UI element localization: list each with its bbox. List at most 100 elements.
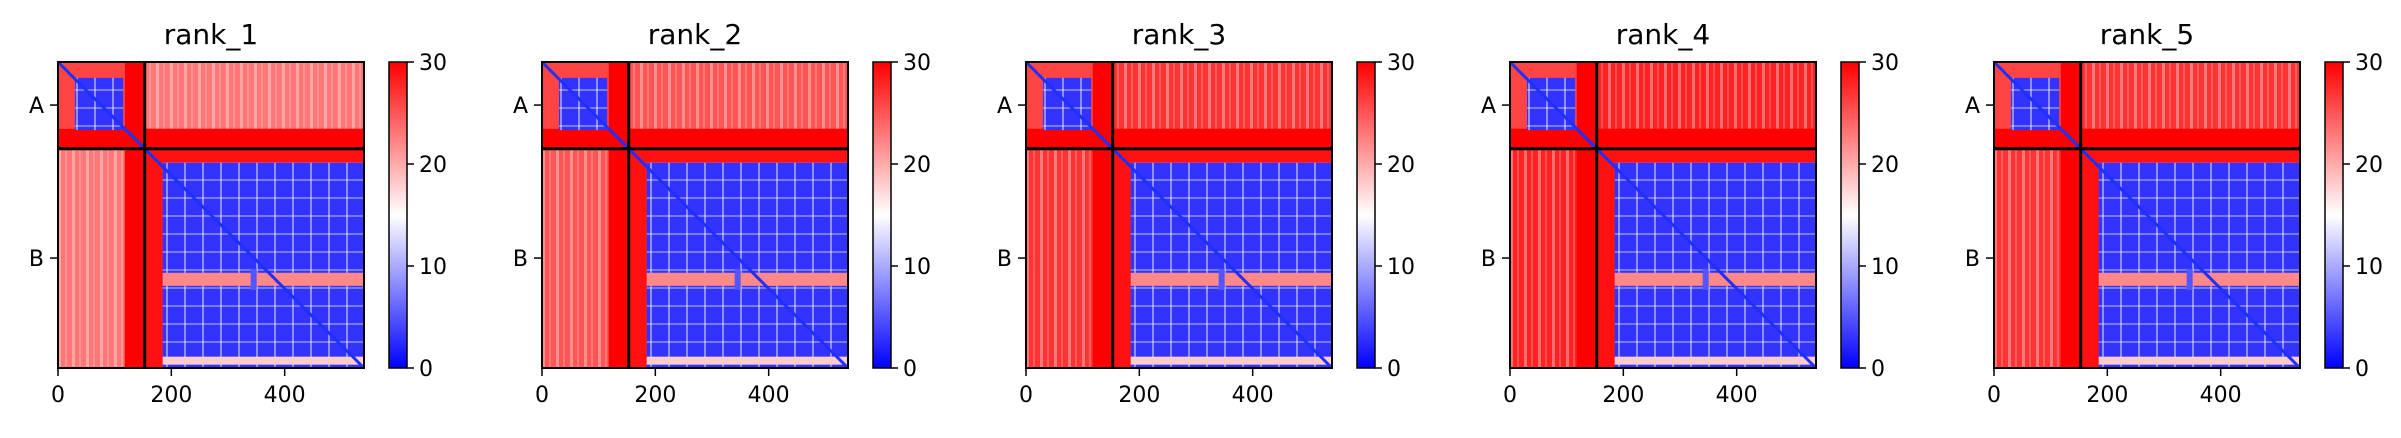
- diagonal: [540, 60, 850, 370]
- heatmap-band: [1026, 128, 1332, 149]
- heatmap-band: [1510, 128, 1816, 149]
- colorbar: [388, 61, 408, 369]
- y-tick-label: A: [997, 94, 1012, 119]
- diagonal: [1992, 60, 2302, 370]
- y-tick-label: A: [1965, 94, 1980, 119]
- heatmap-band: [1994, 128, 2300, 149]
- heatmap-band: [1596, 148, 1615, 368]
- heatmap-band: [542, 128, 848, 149]
- chain-b-stripe-gap: [250, 268, 257, 290]
- colorbar: [1356, 61, 1376, 369]
- x-tick-label: 400: [264, 383, 306, 408]
- axes-frame: [57, 61, 365, 369]
- colorbar-tick-label: 30: [1387, 51, 1415, 76]
- colorbar-tick-label: 30: [2355, 51, 2383, 76]
- y-tick-label: A: [513, 94, 528, 119]
- panel-title: rank_4: [1616, 18, 1710, 51]
- x-tick-label: 400: [748, 383, 790, 408]
- heatmap-band: [58, 128, 364, 149]
- panel-title: rank_2: [648, 18, 742, 51]
- colorbar-tick-label: 0: [1871, 357, 1885, 382]
- chain-b-red-stripe: [646, 272, 848, 286]
- y-tick-label: B: [513, 247, 528, 272]
- axes-frame: [1509, 61, 1817, 369]
- heatmap: [1508, 60, 1818, 370]
- panel-title: rank_5: [2100, 18, 2194, 51]
- chain-b-stripe-gap: [734, 268, 741, 290]
- colorbar-tick-label: 20: [2355, 153, 2383, 178]
- panel-5: rank_5 A B 0 200 400 0 10 20 30: [1965, 18, 2383, 408]
- panel-1: rank_1 A B 0 200 400 0 10 20 30: [29, 18, 447, 408]
- panel-2: rank_2 A B 0 200 400 0 10 20 30: [513, 18, 931, 408]
- axes-frame: [1025, 61, 1333, 369]
- chain-b-red-stripe: [2098, 272, 2300, 286]
- panel-4: rank_4 A B 0 200 400 0 10 20 30: [1481, 18, 1899, 408]
- x-tick-label: 0: [1987, 383, 2001, 408]
- y-tick-label: A: [1481, 94, 1496, 119]
- x-tick-label: 200: [2086, 383, 2128, 408]
- y-tick-label: B: [1481, 247, 1496, 272]
- heatmap-band: [2080, 148, 2300, 163]
- chain-b-red-stripe: [1614, 272, 1816, 286]
- y-tick-label: A: [29, 94, 44, 119]
- x-tick-label: 0: [51, 383, 65, 408]
- colorbar: [872, 61, 892, 369]
- heatmap: [540, 60, 850, 370]
- diagonal: [1024, 60, 1334, 370]
- colorbar-tick-label: 10: [1871, 255, 1899, 280]
- x-tick-label: 200: [1118, 383, 1160, 408]
- chain-b-stripe-gap: [2186, 268, 2193, 290]
- colorbar-tick-label: 0: [2355, 357, 2369, 382]
- diagonal: [56, 60, 366, 370]
- x-tick-label: 200: [1602, 383, 1644, 408]
- heatmap-band: [124, 62, 145, 368]
- x-tick-label: 0: [1019, 383, 1033, 408]
- colorbar-tick-label: 10: [903, 255, 931, 280]
- colorbar-tick-label: 10: [419, 255, 447, 280]
- colorbar-tick-label: 10: [2355, 255, 2383, 280]
- panel-title: rank_1: [164, 18, 258, 51]
- colorbar-tick-label: 0: [903, 357, 917, 382]
- chain-b-red-stripe: [1130, 272, 1332, 286]
- x-tick-label: 200: [150, 383, 192, 408]
- x-tick-label: 400: [1232, 383, 1274, 408]
- chain-b-bottom-edge: [162, 356, 364, 365]
- heatmap-band: [608, 62, 629, 368]
- chain-b-bottom-edge: [1130, 356, 1332, 365]
- heatmap: [1992, 60, 2302, 370]
- heatmap-band: [628, 148, 848, 163]
- heatmap-band: [144, 148, 364, 163]
- chain-b-red-stripe: [162, 272, 364, 286]
- x-tick-label: 0: [1503, 383, 1517, 408]
- x-tick-label: 400: [2200, 383, 2242, 408]
- chain-b-bottom-edge: [2098, 356, 2300, 365]
- heatmap-band: [2080, 148, 2099, 368]
- chain-b-bottom-edge: [1614, 356, 1816, 365]
- heatmap-band: [1092, 62, 1113, 368]
- x-tick-label: 200: [634, 383, 676, 408]
- colorbar-tick-label: 20: [903, 153, 931, 178]
- y-tick-label: B: [1965, 247, 1980, 272]
- panel-3: rank_3 A B 0 200 400 0 10 20 30: [997, 18, 1415, 408]
- chain-b-bottom-edge: [646, 356, 848, 365]
- chain-b-stripe-gap: [1702, 268, 1709, 290]
- colorbar-tick-label: 0: [1387, 357, 1401, 382]
- diagonal: [1508, 60, 1818, 370]
- axes-frame: [1993, 61, 2301, 369]
- colorbar-tick-label: 30: [903, 51, 931, 76]
- colorbar-tick-label: 0: [419, 357, 433, 382]
- axes-frame: [541, 61, 849, 369]
- heatmap-band: [1112, 148, 1332, 163]
- colorbar-tick-label: 20: [1871, 153, 1899, 178]
- heatmap-band: [1576, 62, 1597, 368]
- heatmap-band: [144, 148, 163, 368]
- colorbar-tick-label: 30: [1871, 51, 1899, 76]
- heatmap-band: [2060, 62, 2081, 368]
- x-tick-label: 0: [535, 383, 549, 408]
- heatmap: [1024, 60, 1334, 370]
- colorbar-tick-label: 20: [1387, 153, 1415, 178]
- colorbar: [1840, 61, 1860, 369]
- panel-title: rank_3: [1132, 18, 1226, 51]
- y-tick-label: B: [997, 247, 1012, 272]
- heatmap: [56, 60, 366, 370]
